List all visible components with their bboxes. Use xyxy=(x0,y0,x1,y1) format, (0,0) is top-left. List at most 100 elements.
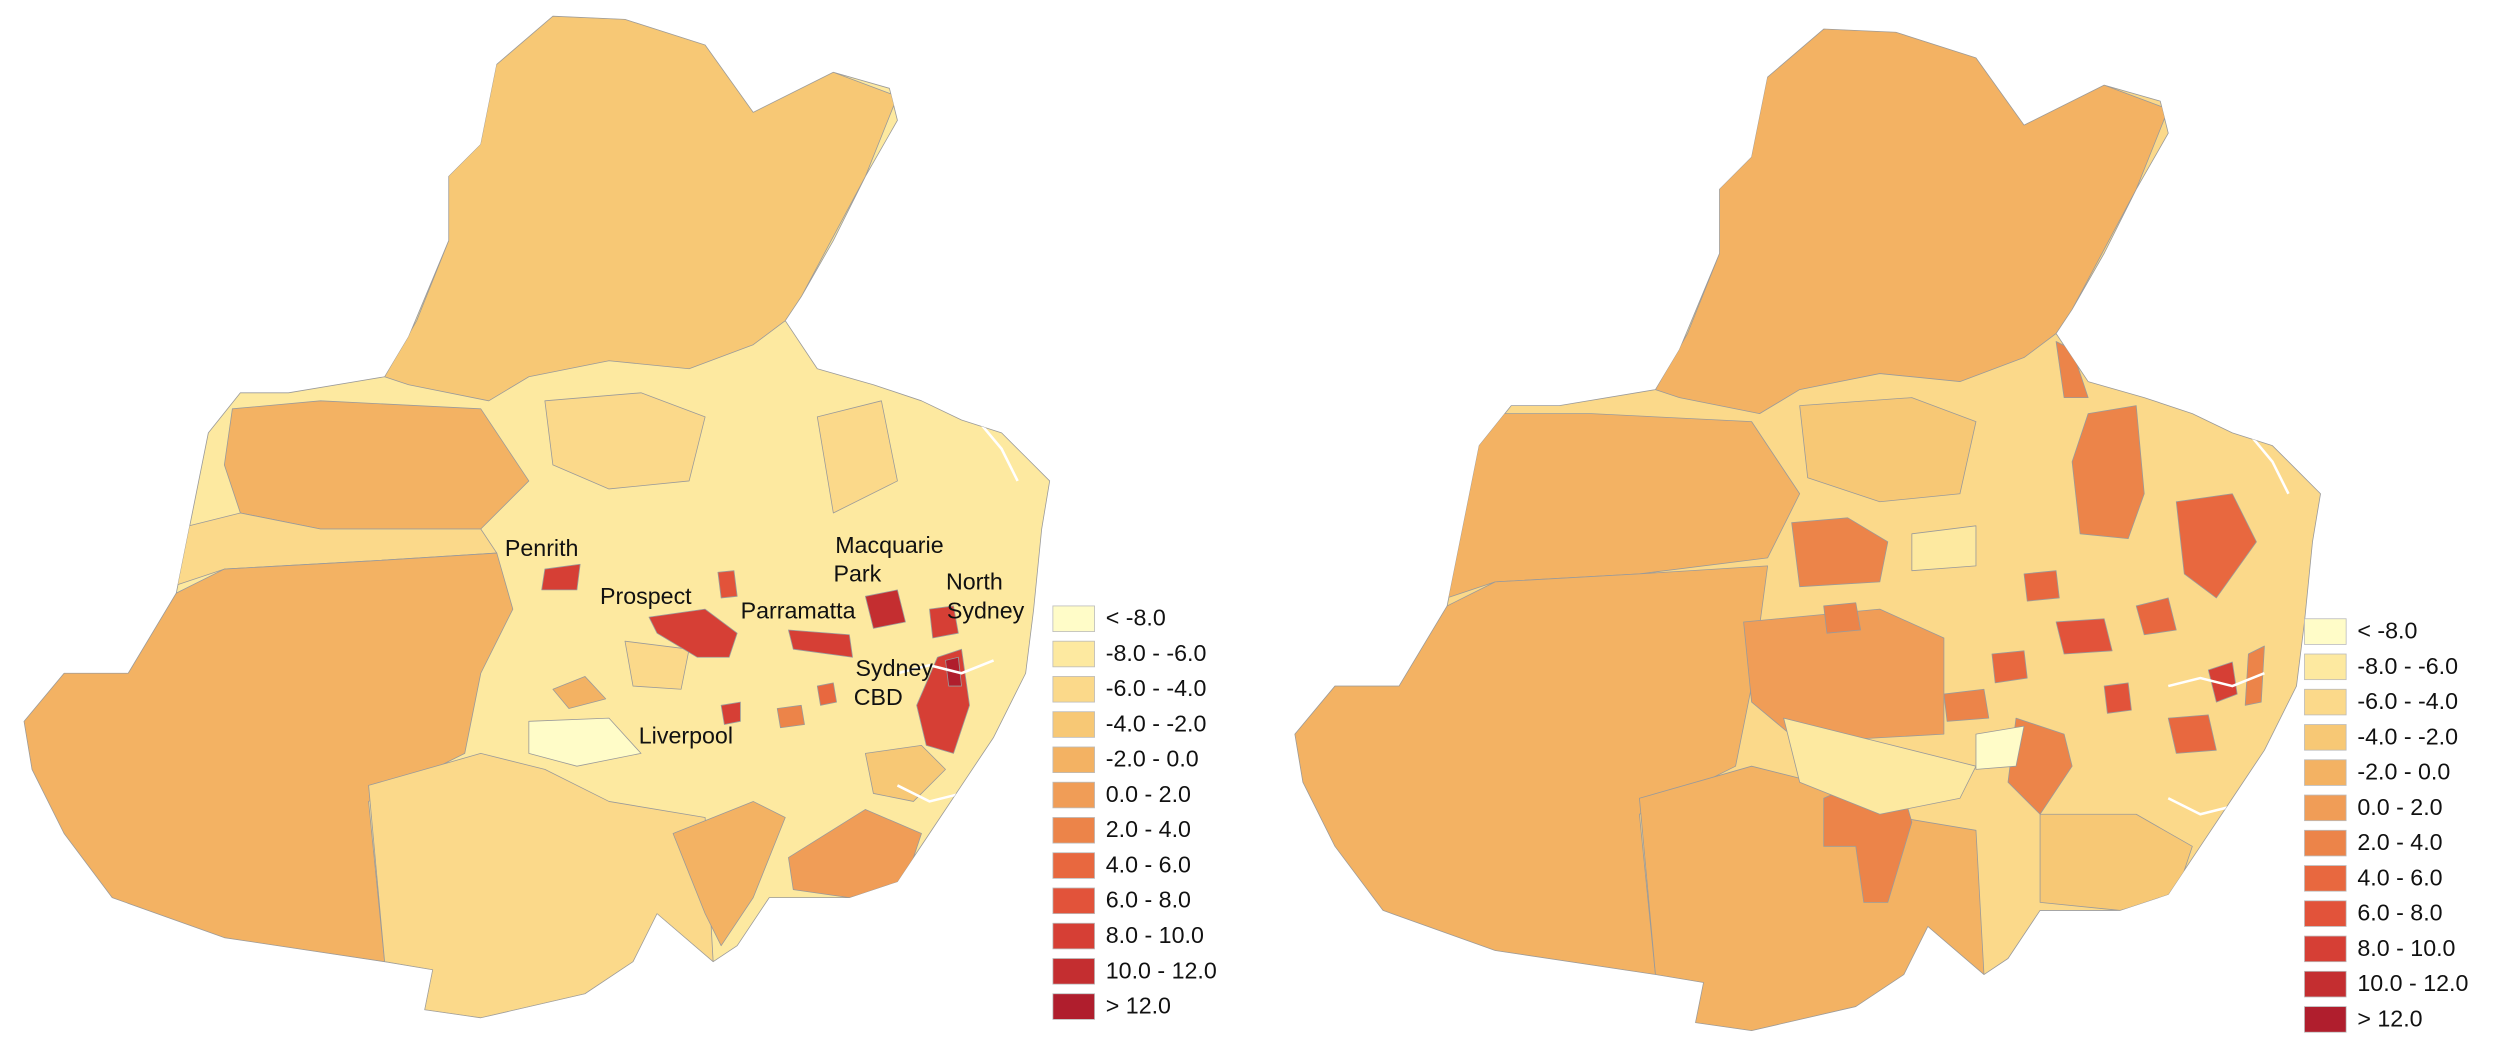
region xyxy=(2071,405,2145,540)
region xyxy=(1991,650,2028,684)
region xyxy=(720,701,741,725)
legend-swatch xyxy=(2304,724,2347,751)
legend-label: -8.0 - -6.0 xyxy=(1106,640,1207,666)
legend-label: < -8.0 xyxy=(1106,605,1166,631)
legend-label: > 12.0 xyxy=(1106,993,1171,1019)
place-label: North xyxy=(946,569,1003,595)
region xyxy=(648,608,738,658)
map-right: < -8.0 -8.0 - -6.0 -6.0 - -4.0 -4.0 - -2.0 -… xyxy=(1294,28,2468,1033)
region xyxy=(864,744,946,802)
place-label: Liverpool xyxy=(639,722,733,748)
place-label: Sydney xyxy=(856,655,934,681)
legend-swatch xyxy=(2304,935,2347,963)
region xyxy=(384,16,898,402)
legend-swatch xyxy=(1052,711,1095,738)
region xyxy=(2007,717,2073,815)
region xyxy=(2244,645,2265,706)
region xyxy=(816,682,837,706)
legend-swatch xyxy=(2304,794,2347,822)
region xyxy=(1743,608,1945,743)
legend-label: -6.0 - -4.0 xyxy=(1106,675,1207,701)
legend-label: 6.0 - 8.0 xyxy=(1106,887,1191,913)
legend-swatch xyxy=(2304,865,2347,892)
region xyxy=(223,400,530,530)
region xyxy=(1783,717,1977,815)
legend-swatch xyxy=(2304,618,2347,645)
legend-label: < -8.0 xyxy=(2357,618,2417,644)
legend-label: 2.0 - 4.0 xyxy=(2357,829,2442,855)
legend-label: -4.0 - -2.0 xyxy=(2357,723,2458,749)
legend-swatch xyxy=(2304,900,2347,927)
region xyxy=(541,563,581,591)
legend-label: -2.0 - 0.0 xyxy=(1106,746,1199,772)
place-label: Penrith xyxy=(505,535,579,561)
region xyxy=(1799,397,1977,503)
legend-label: 10.0 - 12.0 xyxy=(2357,970,2468,996)
legend-label: 10.0 - 12.0 xyxy=(1106,957,1217,983)
legend-label: -4.0 - -2.0 xyxy=(1106,710,1207,736)
region xyxy=(624,640,690,690)
legend-swatch xyxy=(1052,887,1095,915)
legend-swatch xyxy=(1052,852,1095,879)
legend-label: 2.0 - 4.0 xyxy=(1106,816,1191,842)
legend-swatch xyxy=(1052,958,1095,985)
legend-label: -6.0 - -4.0 xyxy=(2357,688,2458,714)
region xyxy=(776,704,805,729)
region xyxy=(672,801,786,947)
legend-label: 8.0 - 10.0 xyxy=(1106,922,1204,948)
legend-swatch xyxy=(1052,640,1095,668)
region xyxy=(816,400,898,514)
legend-label: 8.0 - 10.0 xyxy=(2357,935,2455,961)
legend-label: 4.0 - 6.0 xyxy=(1106,851,1191,877)
legend-swatch xyxy=(1052,993,1095,1020)
legend-label: -8.0 - -6.0 xyxy=(2357,653,2458,679)
legend-label: 0.0 - 2.0 xyxy=(1106,781,1191,807)
region xyxy=(544,392,706,490)
region xyxy=(2103,682,2132,714)
region xyxy=(1791,517,1889,588)
map-left: Penrith Prospect Parramatta Macquarie Pa… xyxy=(23,15,1217,1020)
legend-swatch xyxy=(2304,688,2347,716)
region xyxy=(2135,597,2177,636)
legend-swatch xyxy=(2304,1006,2347,1033)
legend-swatch xyxy=(2304,829,2347,857)
region xyxy=(1943,688,1990,722)
region xyxy=(1911,525,1977,572)
region xyxy=(2167,714,2217,754)
region xyxy=(1975,725,2025,770)
legend-label: > 12.0 xyxy=(2357,1005,2422,1031)
legend-label: 0.0 - 2.0 xyxy=(2357,794,2442,820)
legend-label: 6.0 - 8.0 xyxy=(2357,900,2442,926)
region xyxy=(2055,618,2113,655)
place-label: CBD xyxy=(854,684,903,710)
place-label: Parramatta xyxy=(741,597,856,623)
legend-swatch xyxy=(1052,746,1095,774)
region xyxy=(1823,602,1861,634)
region xyxy=(1655,29,2169,415)
region xyxy=(717,570,738,599)
place-label: Park xyxy=(833,561,881,587)
legend-swatch xyxy=(1052,605,1095,632)
region xyxy=(2023,570,2060,602)
region xyxy=(788,629,853,658)
legend-label: 4.0 - 6.0 xyxy=(2357,864,2442,890)
legend-label: -2.0 - 0.0 xyxy=(2357,759,2450,785)
region xyxy=(2207,661,2238,703)
region xyxy=(864,589,906,629)
legend-swatch xyxy=(1052,922,1095,950)
place-label: Sydney xyxy=(947,597,1025,623)
place-label: Macquarie xyxy=(835,532,943,558)
legend-swatch xyxy=(2304,970,2347,998)
legend-swatch xyxy=(1052,676,1095,703)
legend-swatch xyxy=(2304,759,2347,786)
region xyxy=(2175,493,2257,599)
legend-swatch xyxy=(2304,653,2347,681)
region xyxy=(929,605,959,639)
region xyxy=(528,717,642,767)
legend-swatch xyxy=(1052,781,1095,809)
legend-swatch xyxy=(1052,817,1095,844)
place-label: Prospect xyxy=(600,583,692,609)
region xyxy=(552,676,607,709)
